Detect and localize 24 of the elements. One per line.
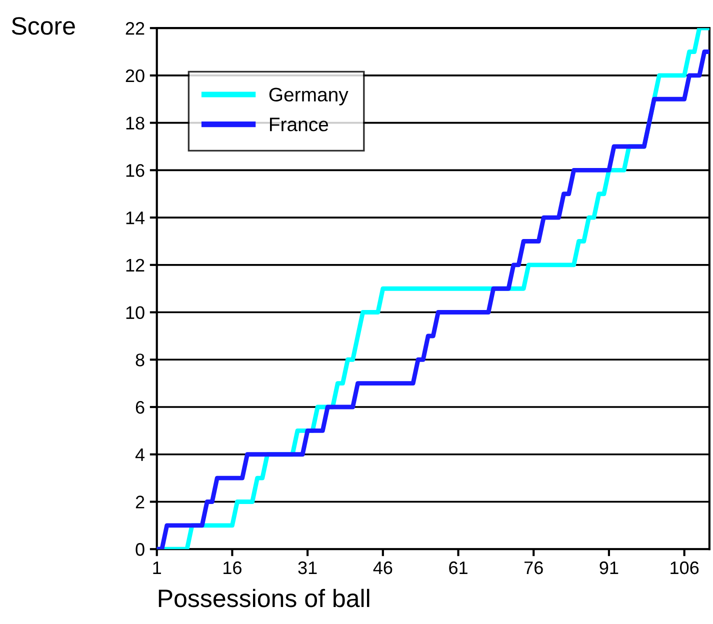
x-tick-label: 16 xyxy=(224,561,242,574)
legend-label: France xyxy=(270,118,328,132)
x-tick-label: 106 xyxy=(670,561,699,574)
x-tick-label: 31 xyxy=(298,561,317,574)
y-tick-label: 22 xyxy=(126,22,144,35)
y-tick-label: 20 xyxy=(126,69,144,82)
y-axis-title: Score xyxy=(12,17,75,35)
legend-label: Germany xyxy=(269,88,348,106)
y-tick-label: 6 xyxy=(136,400,144,414)
y-tick-label: 16 xyxy=(126,164,144,177)
y-tick-label: 10 xyxy=(126,306,144,320)
y-tick-label: 8 xyxy=(136,354,144,366)
y-tick-label: 2 xyxy=(136,496,144,508)
x-tick-label: 61 xyxy=(449,561,468,574)
y-tick-label: 18 xyxy=(126,116,144,130)
y-tick-label: 14 xyxy=(126,212,145,224)
y-tick-label: 12 xyxy=(126,258,144,272)
x-tick-label: 91 xyxy=(600,561,618,574)
y-tick-label: 4 xyxy=(135,448,145,461)
x-tick-label: 46 xyxy=(373,561,392,574)
x-tick-label: 1 xyxy=(153,562,161,574)
x-tick-label: 76 xyxy=(524,561,543,574)
x-axis-title: Possessions of ball xyxy=(158,588,370,608)
y-tick-label: 0 xyxy=(136,543,144,556)
